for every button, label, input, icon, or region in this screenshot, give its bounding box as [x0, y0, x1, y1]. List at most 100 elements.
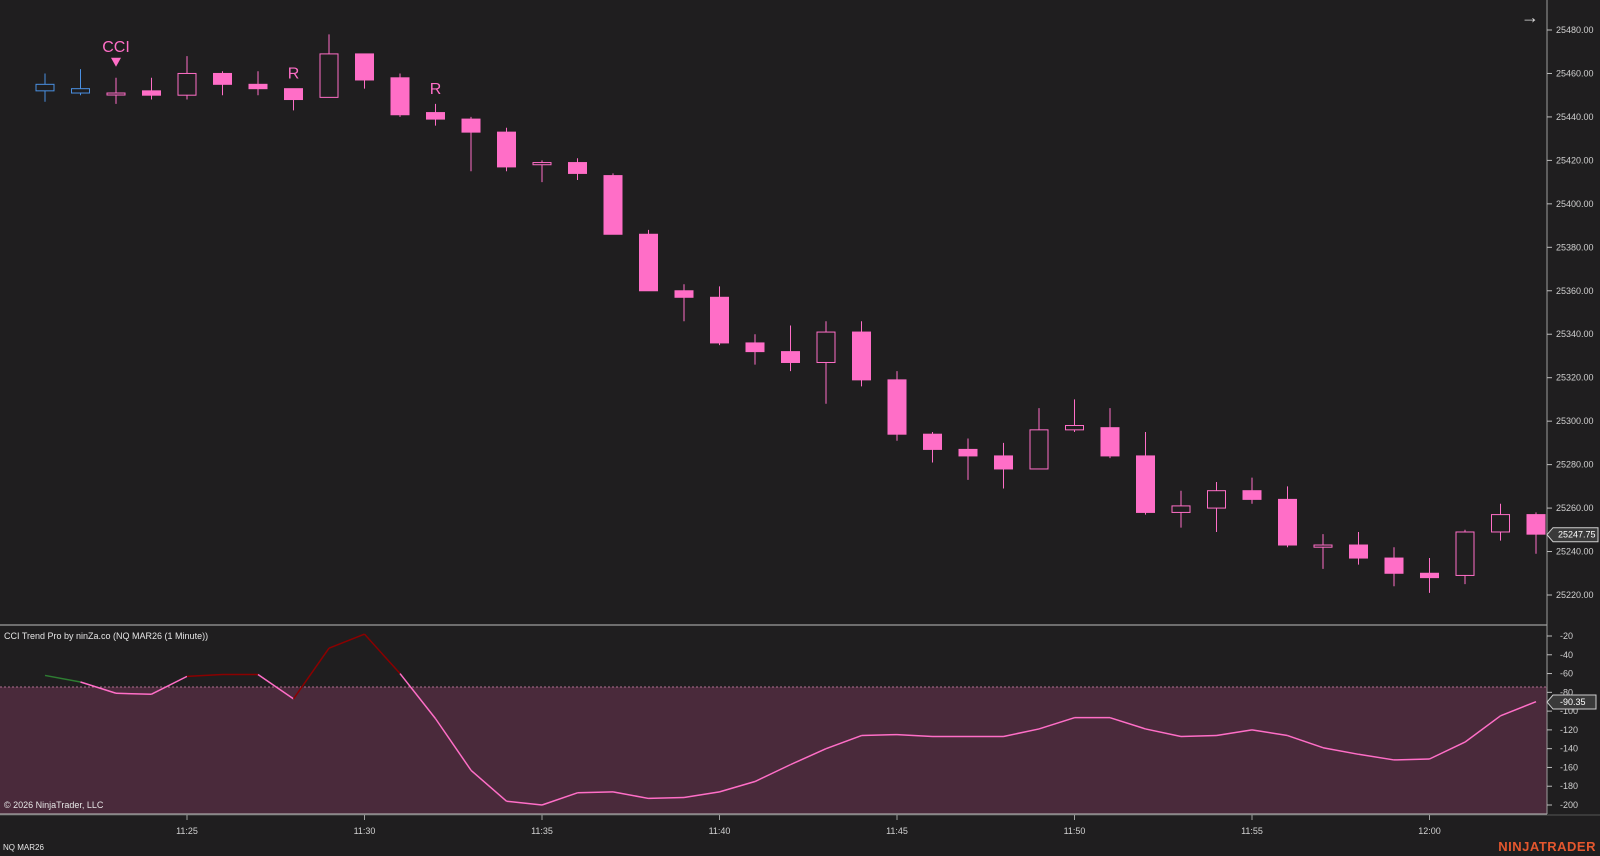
candle-body [852, 331, 871, 381]
cci-line-segment [541, 792, 578, 806]
candle [1136, 432, 1155, 515]
candles-layer [35, 34, 1546, 593]
cci-line-segment [44, 674, 81, 683]
price-tick-label: 25300.00 [1556, 416, 1594, 426]
cci-line-segment [1180, 734, 1217, 738]
cci-line-segment [1038, 716, 1075, 730]
price-tick-label: 25380.00 [1556, 242, 1594, 252]
copyright-label: © 2026 NinjaTrader, LLC [4, 800, 104, 810]
candle [923, 432, 942, 463]
candle-body [177, 72, 197, 96]
candle-body [426, 112, 445, 120]
candle [426, 103, 445, 126]
candle-body [639, 233, 658, 292]
time-tick-label: 12:00 [1418, 826, 1441, 836]
candle-body [1065, 425, 1084, 431]
price-tick-label: 25220.00 [1556, 590, 1594, 600]
cci-line-segment [257, 673, 294, 700]
cci-line-segment [1500, 701, 1537, 717]
current-price-flag: 25247.75 [1546, 527, 1599, 543]
candle-body [35, 83, 55, 92]
cci-line-segment [1393, 758, 1430, 761]
candle [674, 284, 694, 322]
cci-line-segment [186, 673, 223, 678]
candle-body [1420, 572, 1439, 579]
candle [142, 77, 161, 100]
cci-line-segment [1287, 734, 1324, 749]
price-tick-label: 25480.00 [1556, 25, 1594, 35]
signal-label: CCI [102, 39, 130, 56]
cci-line-segment [648, 796, 685, 800]
cci-line-segment [151, 675, 188, 695]
candle [319, 34, 339, 98]
signal-triangle-marker [111, 57, 121, 67]
candle-body [390, 77, 410, 116]
candle-body [106, 92, 126, 96]
candle-body [1100, 427, 1120, 457]
price-panel[interactable] [0, 0, 1547, 624]
candle-body [568, 162, 587, 174]
signals-layer: CCI R R [102, 39, 441, 98]
candle [35, 73, 55, 102]
candle [71, 69, 90, 96]
candle-body [1313, 544, 1333, 548]
price-tick-label: 25280.00 [1556, 460, 1594, 470]
cci-line-segment [1109, 716, 1146, 730]
cci-line-segment [612, 791, 649, 800]
candle [1455, 529, 1475, 585]
cci-line-layer [44, 633, 1537, 806]
cci-line-segment [434, 718, 472, 771]
cci-line-segment [363, 633, 401, 675]
candle [1065, 399, 1084, 433]
candle [1171, 490, 1191, 528]
cci-tick-label: -60 [1560, 669, 1573, 679]
cci-line-segment [1216, 729, 1253, 737]
candle [568, 158, 587, 180]
candle [213, 71, 232, 96]
candle [710, 286, 729, 346]
cci-line-segment [825, 734, 862, 750]
price-tick-label: 25400.00 [1556, 199, 1594, 209]
candle [852, 321, 871, 387]
candle-body [745, 342, 765, 353]
candle [1384, 547, 1404, 587]
cci-tick-label: -180 [1560, 781, 1578, 791]
time-tick-label: 11:55 [1241, 826, 1263, 836]
candle [177, 56, 197, 100]
candle-body [1491, 514, 1510, 533]
candle [603, 173, 623, 235]
time-tick-label: 11:45 [886, 826, 908, 836]
candle [461, 116, 481, 172]
cci-line-segment [506, 800, 543, 806]
candle-body [248, 83, 268, 90]
time-tick-label: 11:35 [531, 826, 553, 836]
cci-line-segment [577, 791, 614, 794]
cci-line-segment [470, 769, 507, 802]
candle [390, 73, 410, 117]
candle [887, 371, 907, 441]
cci-line-segment [1003, 728, 1040, 738]
price-axis[interactable]: 25220.00 25240.00 25260.00 25280.00 25300.00… [1547, 25, 1594, 600]
cci-tick-label: -200 [1560, 800, 1578, 810]
cci-tick-label: -120 [1560, 725, 1578, 735]
cci-line-segment [1358, 753, 1395, 761]
candle [1242, 477, 1262, 504]
time-axis[interactable]: 11:25 11:30 11:35 11:40 11:45 11:50 11:55 12:00 [176, 815, 1441, 836]
candle-body [142, 90, 161, 96]
cci-line-segment [399, 673, 437, 720]
candle-body [71, 88, 90, 94]
time-tick-label: 11:30 [354, 826, 376, 836]
cci-axis[interactable]: -20 -40 -60 -80 -100 -120 -140 -160 -180 -200 [1547, 631, 1578, 810]
candle [1207, 482, 1226, 532]
time-tick-label: 11:40 [709, 826, 731, 836]
candle-body [1207, 490, 1226, 509]
candle-body [781, 351, 800, 363]
oversold-zone [0, 687, 1547, 814]
candle [248, 71, 268, 96]
arrow-right-icon[interactable]: → [1521, 7, 1539, 27]
candle [1313, 534, 1333, 569]
cci-line-segment [115, 692, 152, 695]
price-tick-label: 25420.00 [1556, 155, 1594, 165]
candle [1349, 531, 1368, 565]
